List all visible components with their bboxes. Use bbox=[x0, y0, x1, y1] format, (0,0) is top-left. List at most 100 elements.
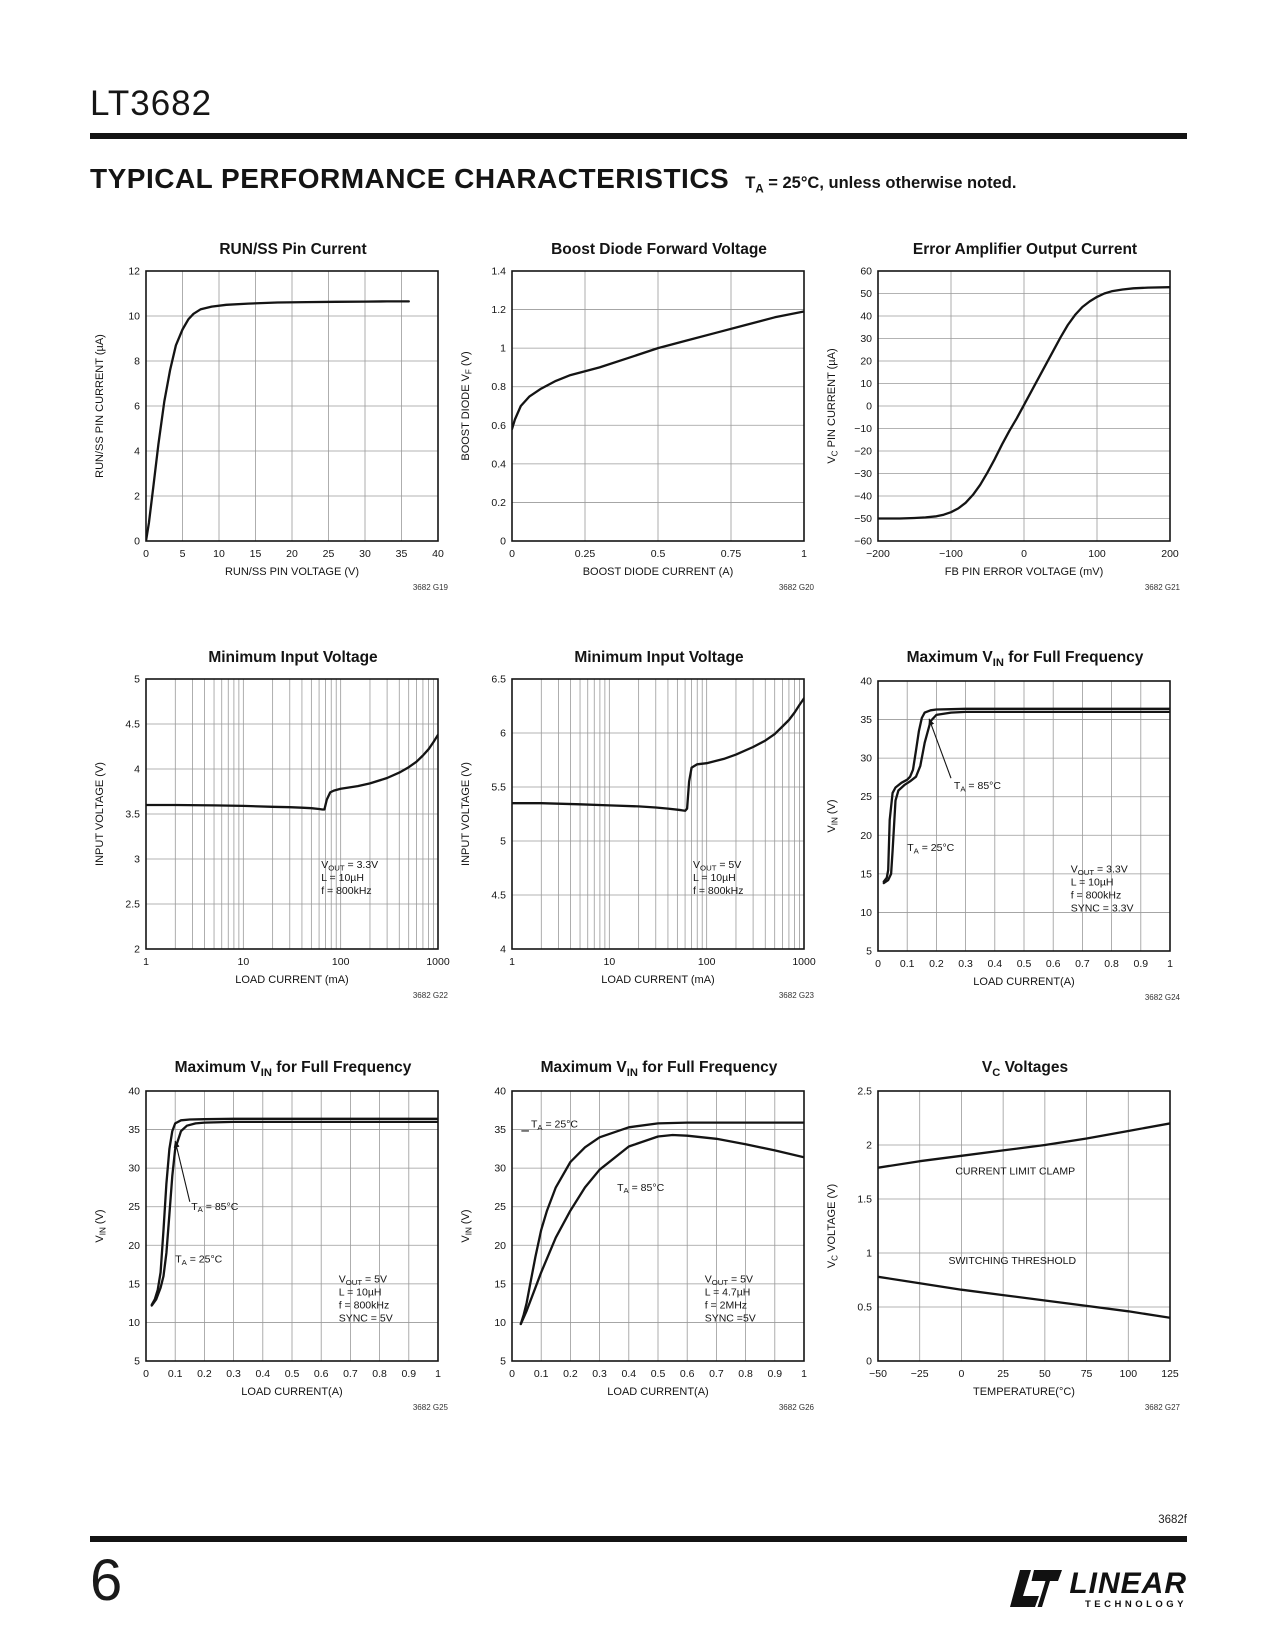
x-axis-label: FB PIN ERROR VOLTAGE (mV) bbox=[945, 566, 1104, 578]
svg-text:0.4: 0.4 bbox=[987, 958, 1002, 970]
svg-text:6: 6 bbox=[134, 401, 140, 413]
svg-text:1: 1 bbox=[509, 956, 515, 968]
x-axis-label: RUN/SS PIN VOLTAGE (V) bbox=[225, 566, 359, 578]
svg-text:125: 125 bbox=[1161, 1368, 1179, 1380]
svg-text:0.7: 0.7 bbox=[1075, 958, 1090, 970]
svg-text:−200: −200 bbox=[866, 548, 890, 560]
grid-lines bbox=[146, 271, 438, 542]
page-footer: 3682f 6 LINEAR TECHNOLOGY bbox=[90, 1514, 1187, 1610]
svg-text:30: 30 bbox=[860, 333, 872, 345]
chart-title: VC Voltages bbox=[981, 1059, 1069, 1080]
chart-3682-g20: Boost Diode Forward Voltage 0 0.25 0.5 0.75 1… bbox=[456, 241, 816, 593]
tick-labels: 0 0.25 0.5 0.75 1 0 0.2 0.4 0.6 0.8 1 1.2 1.4 bbox=[491, 266, 807, 561]
footer-rule bbox=[90, 1536, 1187, 1542]
annotation-text: L = 10µH bbox=[1071, 877, 1114, 889]
svg-text:5: 5 bbox=[500, 1356, 506, 1368]
svg-text:0.1: 0.1 bbox=[900, 958, 915, 970]
y-axis-label: VC VOLTAGE (V) bbox=[826, 1184, 839, 1268]
annotation-text: f = 800kHz bbox=[321, 885, 372, 897]
chart-ref-code: 3682 G24 bbox=[1145, 993, 1181, 1002]
svg-text:10: 10 bbox=[860, 378, 872, 390]
grid-lines bbox=[146, 1091, 438, 1362]
tick-labels: 0 0.1 0.2 0.3 0.4 0.5 0.6 0.7 0.8 0.9 151015202530… bbox=[494, 1086, 807, 1381]
y-axis-label: VIN (V) bbox=[94, 1210, 107, 1243]
svg-text:0.2: 0.2 bbox=[563, 1368, 578, 1380]
y-axis-label: RUN/SS PIN CURRENT (µA) bbox=[94, 334, 106, 478]
svg-text:20: 20 bbox=[860, 356, 872, 368]
svg-text:0.8: 0.8 bbox=[491, 382, 506, 394]
tick-labels: 1 10 100 1000 2 2.5 3 3.5 4 4.5 5 bbox=[125, 674, 449, 969]
x-axis-label: LOAD CURRENT(A) bbox=[607, 1386, 708, 1398]
annotation-text: f = 800kHz bbox=[1071, 890, 1122, 902]
svg-text:0.8: 0.8 bbox=[372, 1368, 387, 1380]
svg-text:1: 1 bbox=[866, 1248, 872, 1260]
svg-text:0: 0 bbox=[866, 1356, 872, 1368]
chart-3682-g25: Maximum VIN for Full Frequency 0 0.1 0.2 0.3… bbox=[90, 1059, 450, 1413]
svg-text:25: 25 bbox=[997, 1368, 1009, 1380]
svg-text:10: 10 bbox=[128, 311, 140, 323]
svg-text:1000: 1000 bbox=[426, 956, 450, 968]
svg-text:0.1: 0.1 bbox=[168, 1368, 183, 1380]
y-axis-label: INPUT VOLTAGE (V) bbox=[460, 762, 472, 866]
chart-title: Maximum VIN for Full Frequency bbox=[540, 1059, 778, 1080]
annotation-text: f = 2MHz bbox=[705, 1300, 747, 1312]
svg-text:1.5: 1.5 bbox=[857, 1194, 872, 1206]
annotation-text: SYNC = 5V bbox=[339, 1313, 393, 1325]
grid-lines bbox=[512, 271, 804, 542]
annotation-text: TA = 85°C bbox=[617, 1182, 664, 1195]
annotation-text: CURRENT LIMIT CLAMP bbox=[955, 1166, 1075, 1178]
chart-canvas: −200 −100 0 100 200−60−50−40−30−20−100102030… bbox=[826, 266, 1181, 593]
chart-3682-g22: Minimum Input Voltage 1 10 100 1000 2 2.5 3 3.5 4… bbox=[90, 649, 450, 1003]
svg-text:30: 30 bbox=[860, 753, 872, 765]
svg-text:5: 5 bbox=[180, 548, 186, 560]
svg-text:1: 1 bbox=[500, 343, 506, 355]
svg-text:1000: 1000 bbox=[792, 956, 816, 968]
svg-text:0.8: 0.8 bbox=[738, 1368, 753, 1380]
annotation-text: TA = 85°C bbox=[954, 780, 1001, 793]
svg-text:0.3: 0.3 bbox=[958, 958, 973, 970]
annotation-text: L = 10µH bbox=[339, 1287, 382, 1299]
annotation-text: TA = 25°C bbox=[907, 842, 954, 855]
chart-canvas: 0 0.1 0.2 0.3 0.4 0.5 0.6 0.7 0.8 0.9 151015202530… bbox=[460, 1086, 815, 1413]
svg-text:6: 6 bbox=[500, 728, 506, 740]
svg-text:1.4: 1.4 bbox=[491, 266, 506, 278]
svg-text:100: 100 bbox=[698, 956, 716, 968]
plot-border bbox=[145, 270, 439, 543]
header-rule bbox=[90, 133, 1187, 139]
series-ta-25c bbox=[882, 711, 1170, 885]
svg-text:1.2: 1.2 bbox=[491, 304, 506, 316]
chart-ref-code: 3682 G27 bbox=[1145, 1403, 1181, 1412]
annotation-text: VOUT = 3.3V bbox=[1071, 864, 1128, 877]
chart-title: Error Amplifier Output Current bbox=[912, 241, 1138, 259]
chart-3682-g19: RUN/SS Pin Current 0 5 10 15 20 25 30 35 40 0 2 4 6 8 1… bbox=[90, 241, 450, 593]
svg-text:50: 50 bbox=[860, 288, 872, 300]
chart-3682-g23: Minimum Input Voltage 1 10 100 1000 4 4.5 5 5.5 6… bbox=[456, 649, 816, 1003]
svg-text:0: 0 bbox=[143, 548, 149, 560]
chart-canvas: 1 10 100 1000 2 2.5 3 3.5 4 4.5 5 LOAD CURRENT (mA)… bbox=[94, 674, 450, 1001]
logo-name: LINEAR bbox=[1069, 1567, 1187, 1600]
annotation-text: SYNC = 3.3V bbox=[1071, 903, 1134, 915]
svg-text:0.4: 0.4 bbox=[621, 1368, 636, 1380]
chart-title: RUN/SS Pin Current bbox=[219, 241, 367, 259]
tick-labels: −200 −100 0 100 200−60−50−40−30−20−100102030… bbox=[854, 266, 1179, 561]
plot-border bbox=[145, 1090, 439, 1363]
svg-text:20: 20 bbox=[860, 830, 872, 842]
svg-text:0: 0 bbox=[509, 1368, 515, 1380]
svg-text:35: 35 bbox=[860, 714, 872, 726]
grid-lines bbox=[878, 1091, 1170, 1362]
linear-technology-logo: LINEAR TECHNOLOGY bbox=[1007, 1566, 1187, 1610]
svg-text:0.4: 0.4 bbox=[491, 459, 506, 471]
section-title: TYPICAL PERFORMANCE CHARACTERISTICS bbox=[90, 163, 730, 194]
chart-title: Minimum Input Voltage bbox=[208, 649, 378, 667]
svg-text:10: 10 bbox=[603, 956, 615, 968]
svg-text:0.5: 0.5 bbox=[651, 1368, 666, 1380]
chart-ref-code: 3682 G23 bbox=[779, 991, 815, 1000]
svg-text:30: 30 bbox=[359, 548, 371, 560]
svg-text:0: 0 bbox=[500, 536, 506, 548]
series-min-vin-5v bbox=[512, 697, 804, 813]
svg-text:5.5: 5.5 bbox=[491, 782, 506, 794]
svg-text:2: 2 bbox=[866, 1140, 872, 1152]
annotation-text: VOUT = 5V bbox=[705, 1274, 753, 1287]
chart-3682-g27: VC Voltages −50 −25 0 25 50 75 100 125 0 0.5 1 1.5 2 2… bbox=[822, 1059, 1182, 1413]
